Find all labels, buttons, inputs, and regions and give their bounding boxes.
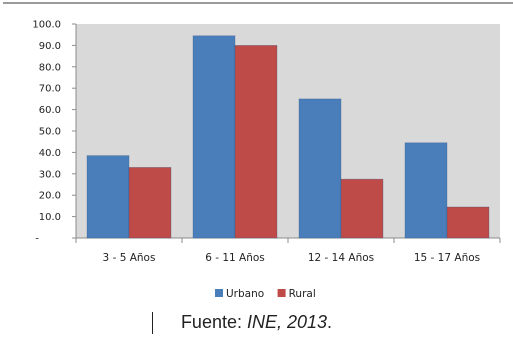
y-tick-label: 90.0 xyxy=(39,41,61,52)
x-category-label: 6 - 11 Años xyxy=(205,252,265,264)
y-tick-label: 100.0 xyxy=(32,20,61,31)
text-cursor xyxy=(152,312,153,334)
y-tick-label: 20.0 xyxy=(39,191,61,202)
y-tick-label: 30.0 xyxy=(39,169,61,180)
bar-urbano xyxy=(298,98,342,239)
legend-swatch-urbano xyxy=(215,289,223,297)
bar-rural xyxy=(128,166,172,239)
y-tick-label: 10.0 xyxy=(39,212,61,223)
x-category-label: 12 - 14 Años xyxy=(308,252,374,264)
y-tick-label: 70.0 xyxy=(39,84,61,95)
y-tick-label: 80.0 xyxy=(39,62,61,73)
bar-rural xyxy=(340,178,384,239)
x-category-label: 15 - 17 Años xyxy=(414,252,480,264)
y-tick-label: 40.0 xyxy=(39,148,61,159)
bar-rural xyxy=(234,45,278,239)
bar-rural xyxy=(446,206,490,239)
chart-frame: -10.0 20.0 30.0 40.0 50.0 60.0 70.0 80.0 90.0 100… xyxy=(3,2,513,307)
bar-urbano xyxy=(192,35,236,239)
y-tick-label: - xyxy=(35,234,39,245)
x-category-label: 3 - 5 Años xyxy=(103,252,156,264)
legend-label-urbano: Urbano xyxy=(226,288,264,300)
source-citation: INE, 2013 xyxy=(246,312,328,332)
bar-urbano xyxy=(86,155,130,239)
source-prefix: Fuente: xyxy=(180,312,247,332)
legend-swatch-rural xyxy=(277,289,286,297)
source-caption: Fuente: INE, 2013. xyxy=(0,312,513,333)
y-tick-label: 50.0 xyxy=(39,127,61,138)
y-tick-label: 60.0 xyxy=(39,105,61,116)
source-suffix: . xyxy=(327,312,333,332)
bar-chart: -10.0 20.0 30.0 40.0 50.0 60.0 70.0 80.0 90.0 100… xyxy=(32,20,501,300)
legend-label-rural: Rural xyxy=(289,288,316,300)
bar-urbano xyxy=(404,142,448,239)
